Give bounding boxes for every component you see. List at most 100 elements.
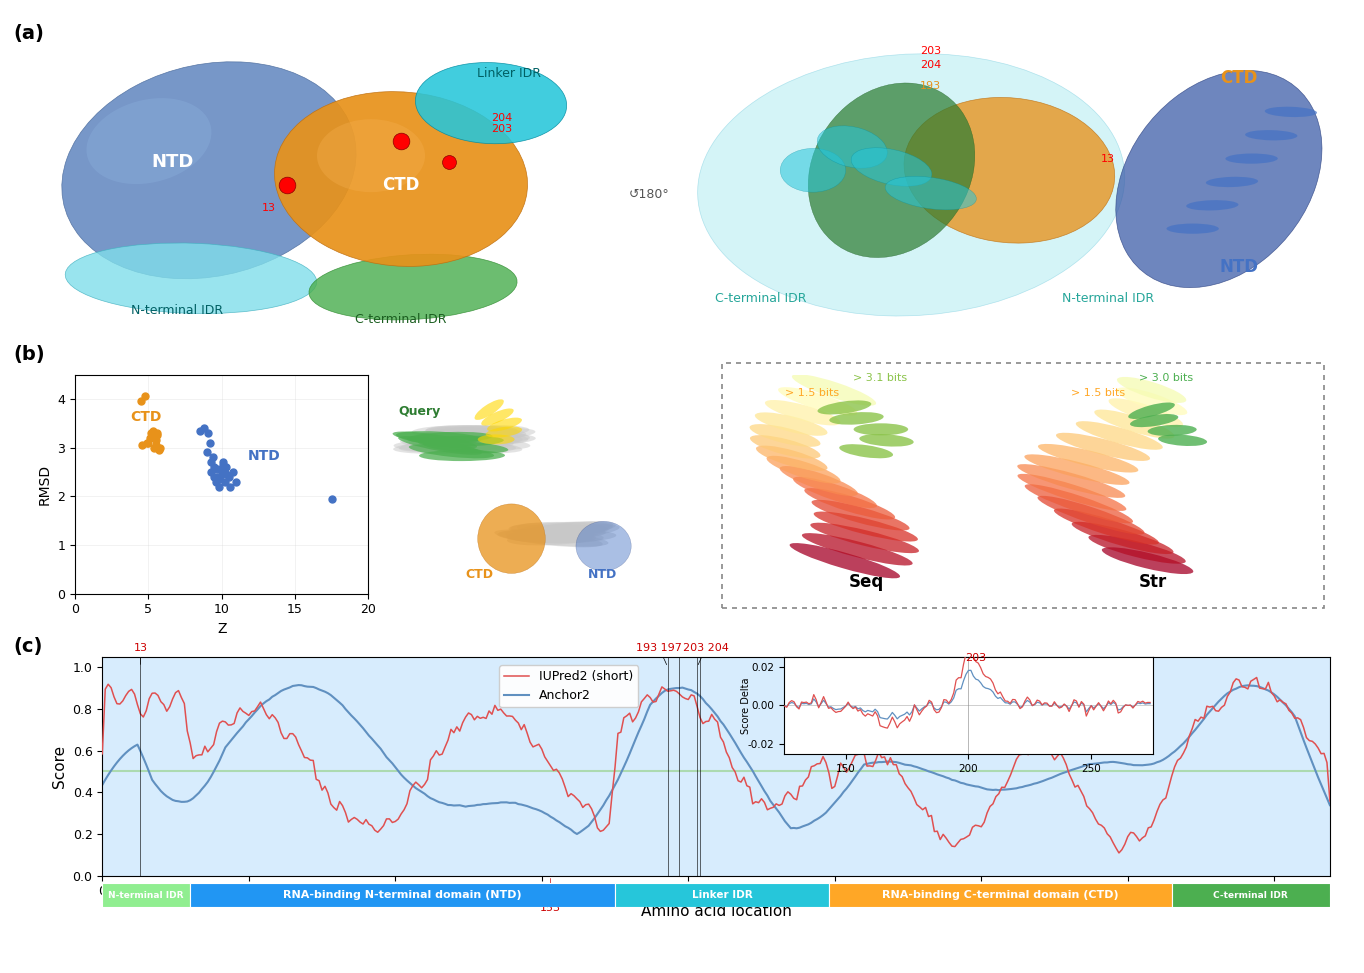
Text: NTD: NTD [588, 568, 618, 581]
Text: C-terminal IDR: C-terminal IDR [355, 312, 447, 326]
Ellipse shape [802, 533, 913, 565]
Ellipse shape [494, 529, 603, 548]
Ellipse shape [1116, 70, 1322, 288]
Point [206, 469, 228, 485]
Ellipse shape [750, 435, 821, 458]
Point [213, 454, 235, 470]
Text: N-terminal IDR: N-terminal IDR [1061, 292, 1154, 305]
Point [147, 442, 169, 458]
Ellipse shape [507, 531, 595, 546]
Text: CTD: CTD [382, 176, 420, 194]
Ellipse shape [477, 434, 514, 445]
Ellipse shape [316, 120, 426, 193]
Ellipse shape [419, 430, 528, 445]
Line: Anchor2: Anchor2 [102, 685, 1330, 834]
Ellipse shape [65, 243, 316, 313]
Ellipse shape [576, 522, 632, 571]
Text: 204: 204 [921, 60, 941, 70]
Text: 204: 204 [491, 113, 513, 123]
Ellipse shape [810, 523, 919, 553]
Ellipse shape [1038, 444, 1139, 473]
Text: NTD: NTD [151, 153, 194, 170]
Ellipse shape [514, 522, 617, 538]
Ellipse shape [1117, 377, 1187, 403]
Ellipse shape [520, 522, 612, 536]
Text: RNA-binding N-terminal domain (NTD): RNA-binding N-terminal domain (NTD) [284, 890, 522, 900]
Bar [190, 883, 615, 907]
Text: RNA-binding C-terminal domain (CTD): RNA-binding C-terminal domain (CTD) [883, 890, 1118, 900]
Ellipse shape [1038, 496, 1144, 534]
Bar [1172, 883, 1330, 907]
Ellipse shape [517, 522, 614, 538]
Point [135, 389, 157, 405]
Text: NTD: NTD [1219, 259, 1258, 276]
Point [206, 462, 228, 478]
Anchor2 [135, 752, 151, 764]
Anchor2 [569, 828, 585, 840]
Text: C-terminal IDR: C-terminal IDR [1214, 890, 1288, 900]
Ellipse shape [859, 434, 914, 447]
Ellipse shape [86, 98, 211, 184]
Point [216, 459, 237, 475]
Ellipse shape [854, 423, 908, 435]
Text: 203: 203 [966, 653, 986, 663]
Ellipse shape [780, 466, 858, 496]
Ellipse shape [421, 425, 518, 439]
Text: C-terminal IDR: C-terminal IDR [715, 292, 806, 305]
Ellipse shape [506, 529, 617, 543]
Ellipse shape [420, 427, 536, 443]
Anchor2 [507, 797, 524, 809]
Text: Seq: Seq [848, 573, 884, 591]
Text: Linker IDR: Linker IDR [692, 890, 753, 900]
Ellipse shape [1206, 177, 1258, 187]
Ellipse shape [274, 91, 528, 267]
Y-axis label: RMSD: RMSD [38, 463, 52, 505]
Point [143, 440, 165, 455]
Text: CTD: CTD [131, 410, 162, 424]
Text: > 3.0 bits: > 3.0 bits [1139, 374, 1194, 383]
Anchor2 [94, 779, 110, 791]
Ellipse shape [814, 512, 918, 542]
Ellipse shape [409, 434, 522, 448]
Point [203, 469, 225, 485]
IUPred2 (short) [642, 692, 659, 703]
Point [216, 466, 237, 482]
Text: (a): (a) [14, 24, 45, 44]
Ellipse shape [423, 441, 509, 453]
Ellipse shape [805, 488, 895, 520]
Ellipse shape [809, 83, 975, 258]
Ellipse shape [817, 401, 872, 414]
Ellipse shape [792, 477, 877, 508]
Point [203, 459, 225, 475]
Text: 203: 203 [491, 125, 512, 134]
Ellipse shape [406, 432, 492, 444]
IUPred2 (short) [1275, 697, 1292, 708]
Point [145, 438, 166, 453]
Text: Query: Query [398, 405, 441, 417]
Ellipse shape [792, 375, 876, 406]
Ellipse shape [417, 425, 529, 441]
Text: 13: 13 [134, 642, 147, 665]
Bar [615, 883, 829, 907]
Anchor2 [1275, 697, 1292, 708]
Ellipse shape [1054, 509, 1159, 545]
Ellipse shape [498, 529, 604, 543]
Bar [829, 883, 1172, 907]
Text: 13: 13 [262, 203, 276, 213]
Ellipse shape [1024, 485, 1133, 523]
Ellipse shape [885, 176, 977, 210]
Ellipse shape [777, 387, 858, 415]
Ellipse shape [817, 126, 887, 168]
Ellipse shape [904, 97, 1114, 243]
Ellipse shape [1128, 403, 1174, 419]
Point [205, 474, 226, 489]
Ellipse shape [1024, 454, 1129, 485]
Point [211, 464, 233, 480]
Point [188, 422, 210, 438]
Ellipse shape [481, 409, 514, 425]
Ellipse shape [409, 435, 531, 450]
Text: > 1.5 bits: > 1.5 bits [784, 388, 839, 399]
Point [199, 435, 221, 450]
Text: Linker IDR: Linker IDR [477, 67, 542, 81]
Ellipse shape [765, 400, 840, 425]
